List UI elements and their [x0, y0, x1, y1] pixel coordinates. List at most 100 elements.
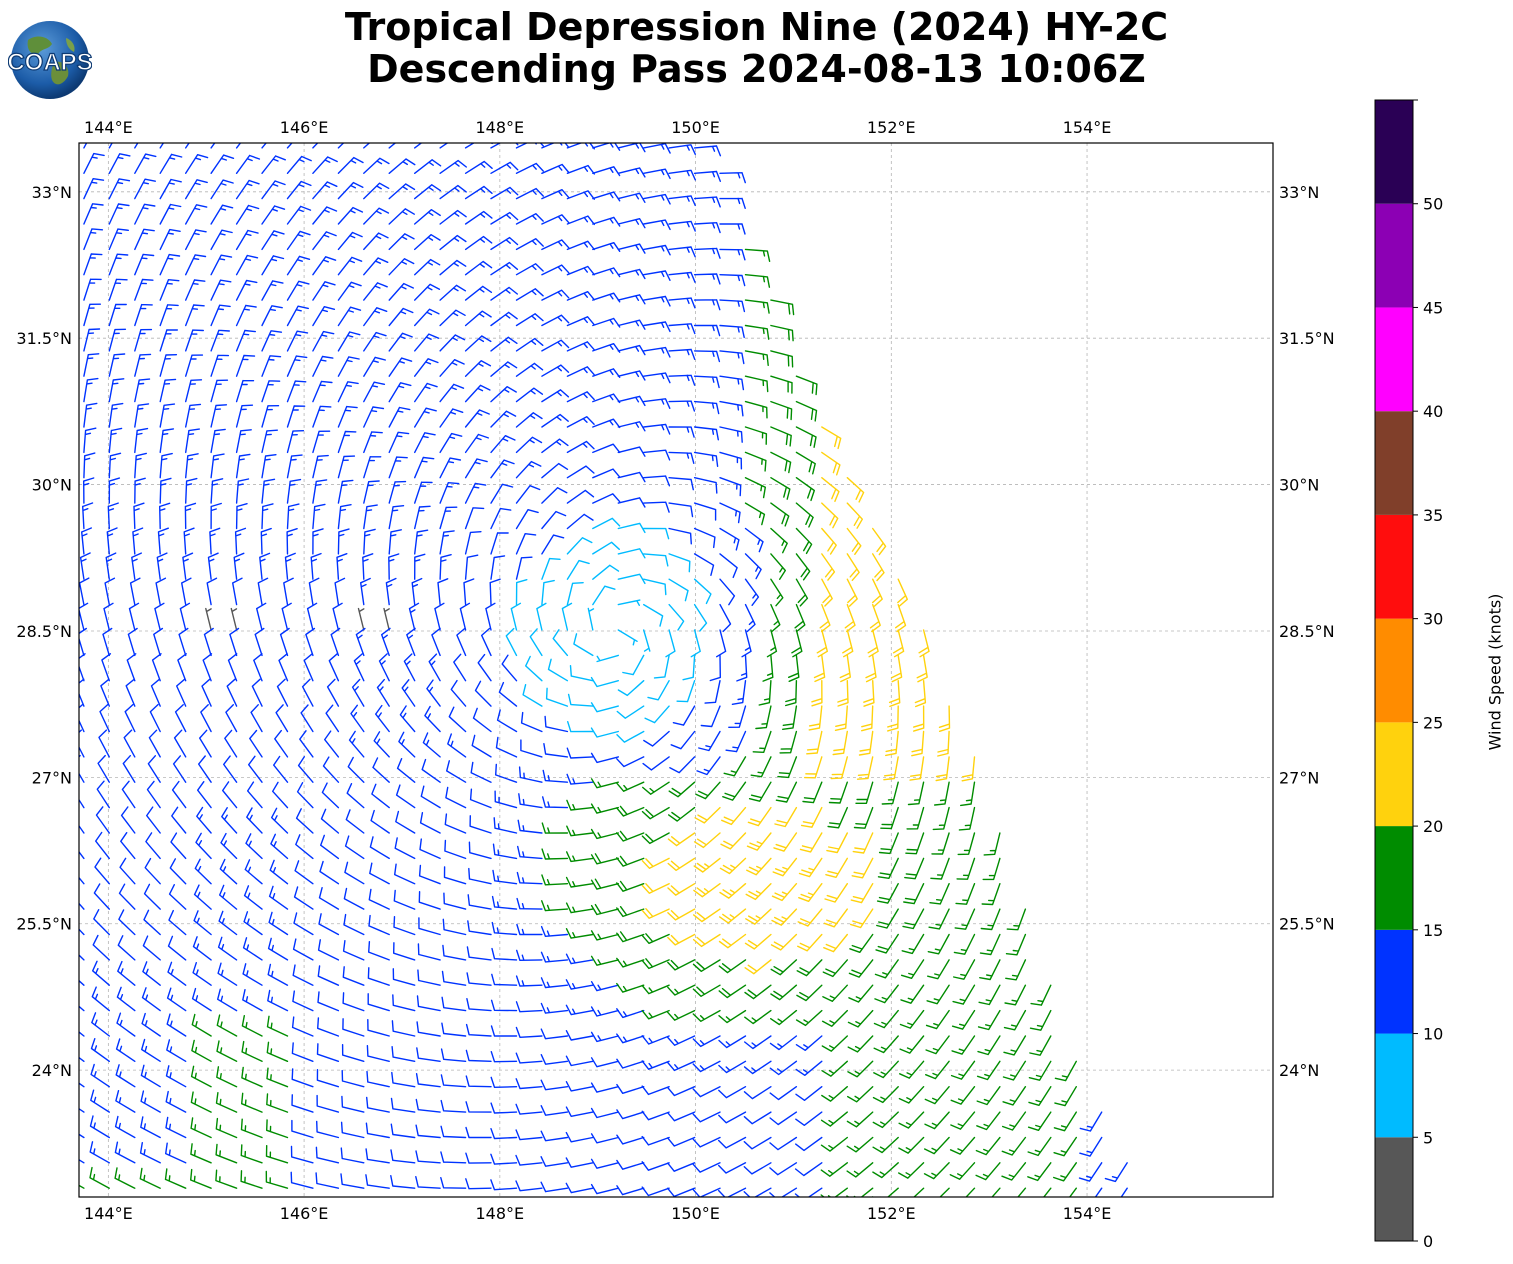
wind-barb	[492, 869, 518, 885]
wind-barb	[541, 438, 569, 454]
wind-barb	[330, 627, 341, 657]
wind-barb	[286, 255, 311, 276]
wind-barb	[617, 421, 646, 432]
wind-barb	[381, 627, 391, 657]
wind-barb	[590, 930, 619, 941]
wind-barb	[299, 730, 314, 758]
wind-barb	[464, 335, 492, 352]
wind-barb	[547, 658, 569, 682]
wind-barb	[501, 654, 518, 682]
wind-barb	[490, 311, 518, 327]
wind-barb	[849, 908, 874, 929]
wind-barb	[83, 328, 101, 352]
wind-barb	[215, 1143, 238, 1164]
wind-barb	[1030, 984, 1052, 1006]
wind-barb	[692, 1111, 721, 1123]
wind-barb	[844, 603, 856, 633]
wind-barb	[744, 375, 769, 393]
wind-barb	[83, 303, 101, 327]
wind-barb	[770, 933, 798, 951]
wind-barb	[748, 781, 772, 802]
wind-barb	[744, 350, 769, 366]
wind-barb	[693, 603, 708, 632]
wind-barb	[690, 629, 701, 658]
wind-barb	[747, 806, 772, 827]
wind-barb	[490, 410, 517, 428]
wind-barb	[315, 1172, 340, 1189]
wind-barb	[590, 803, 619, 814]
lat-tick-label-right: 28.5°N	[1279, 622, 1335, 641]
wind-barb	[693, 451, 719, 467]
wind-barb	[887, 705, 899, 732]
wind-barb	[121, 780, 136, 809]
wind-barb	[899, 1060, 925, 1079]
wind-barb	[718, 1009, 747, 1024]
wind-barb	[719, 197, 746, 209]
wind-barb	[424, 705, 441, 733]
wind-barb	[286, 405, 306, 428]
wind-barb	[590, 903, 619, 916]
wind-barb	[819, 603, 831, 633]
lon-tick-label-top: 144°E	[84, 118, 133, 137]
wind-barb	[566, 559, 590, 580]
wind-barb	[719, 603, 732, 633]
wind-barb	[185, 254, 207, 276]
wind-barb	[566, 366, 595, 377]
wind-barb	[695, 781, 721, 800]
wind-barb	[202, 653, 213, 682]
wind-barb	[934, 781, 950, 806]
wind-barb	[315, 1146, 340, 1164]
wind-barb	[719, 451, 743, 470]
wind-barb	[210, 204, 234, 225]
wind-barb	[616, 756, 645, 768]
wind-barb	[192, 962, 212, 986]
wind-barb	[723, 756, 747, 777]
wind-barb	[440, 1048, 467, 1062]
wind-barb	[852, 832, 874, 854]
wind-barb	[363, 157, 390, 174]
wind-barb	[744, 324, 770, 340]
wind-barb	[856, 756, 874, 780]
wind-barb	[797, 908, 823, 927]
wind-barb	[89, 1166, 110, 1189]
wind-barb	[769, 1035, 798, 1051]
wind-barb	[235, 379, 255, 403]
wind-barb	[209, 527, 221, 555]
lon-tick-label-bottom: 152°E	[867, 1204, 916, 1223]
wind-barb	[415, 1098, 441, 1113]
wind-barb	[240, 1144, 263, 1164]
colorbar-tick-label: 5	[1423, 1128, 1433, 1147]
wind-barb	[541, 874, 569, 886]
wind-barb	[719, 172, 746, 184]
wind-barb	[898, 1136, 925, 1154]
wind-barb	[79, 729, 85, 758]
wind-barb	[416, 1021, 441, 1037]
wind-barb	[668, 806, 696, 822]
wind-barb	[913, 705, 925, 732]
wind-barb	[667, 832, 696, 847]
wind-barb	[617, 294, 646, 305]
wind-barb	[667, 984, 696, 996]
wind-barb	[1027, 1136, 1052, 1157]
wind-barb	[823, 908, 848, 928]
wind-barb	[206, 577, 218, 606]
wind-barb	[617, 446, 646, 457]
wind-barb	[363, 381, 386, 403]
wind-barb	[440, 1074, 467, 1088]
wind-barb	[459, 602, 471, 631]
wind-barb	[956, 857, 976, 880]
wind-barb	[930, 857, 950, 880]
wind-barb	[207, 552, 219, 580]
wind-barb	[83, 402, 98, 428]
wind-barb	[396, 758, 416, 783]
wind-barb	[898, 1162, 925, 1179]
wind-barb	[156, 552, 168, 580]
wind-barb	[617, 143, 646, 153]
wind-barb	[373, 731, 390, 758]
wind-barb	[728, 705, 747, 728]
wind-barb	[293, 912, 314, 936]
wind-barb	[393, 916, 416, 936]
wind-barb	[515, 485, 541, 504]
wind-barb	[261, 280, 284, 301]
